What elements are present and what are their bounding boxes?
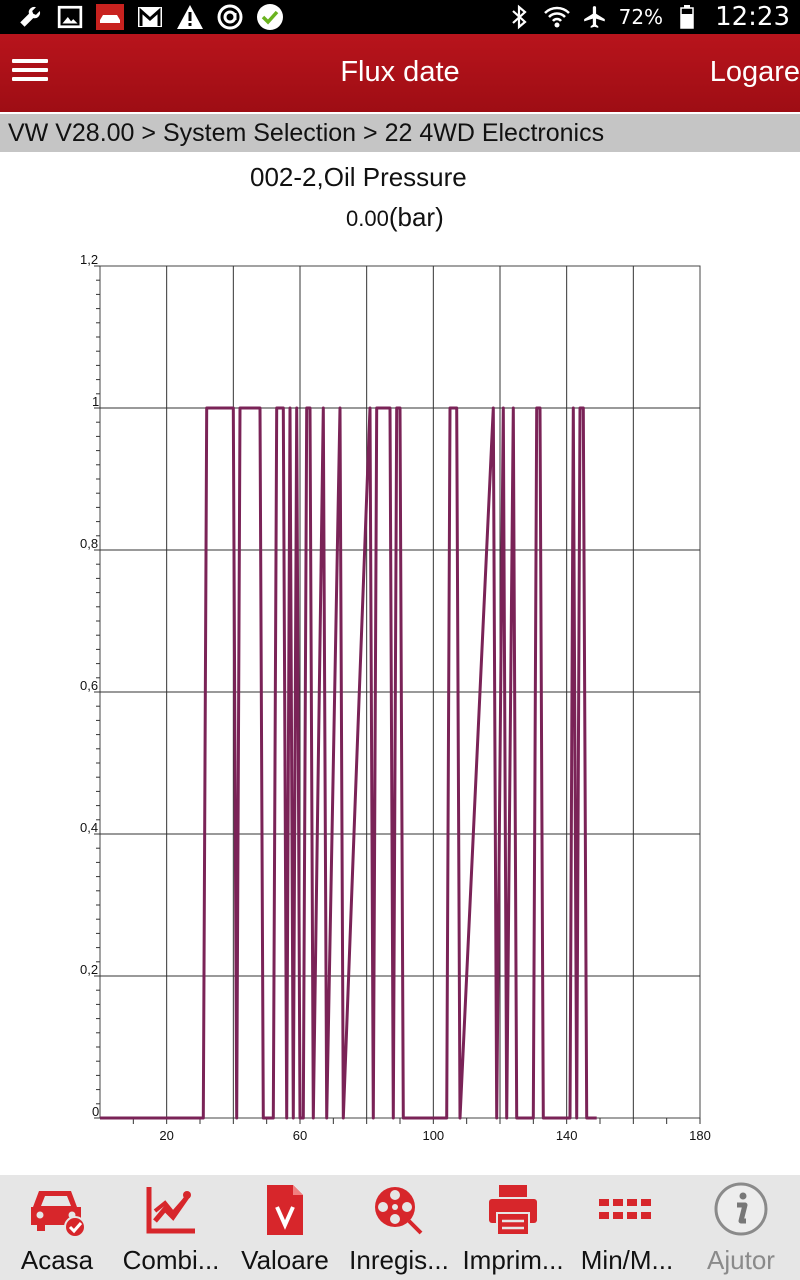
bottom-toolbar: Acasa Combi... Valoare Inregis... <box>0 1175 800 1280</box>
y-tick-label: 0,6 <box>80 678 98 693</box>
toolbar-label-print: Imprim... <box>462 1245 564 1275</box>
check-circle-icon <box>256 3 284 31</box>
status-bar: 72% 12:23 <box>0 0 800 34</box>
gmail-icon <box>136 3 164 31</box>
app-bar: Flux date Logare <box>0 34 800 112</box>
toolbar-label-value: Valoare <box>241 1245 329 1275</box>
series-line <box>100 406 597 1120</box>
wrench-icon <box>16 3 44 31</box>
airplane-mode-icon <box>581 3 609 31</box>
car-home-icon <box>31 1191 86 1238</box>
image-icon <box>56 3 84 31</box>
chart-area: 002-2,Oil Pressure 0.00(bar) 0 0,2 0,4 0,6 0… <box>0 152 800 1172</box>
car-notification-icon <box>96 3 124 31</box>
battery-icon <box>673 3 701 31</box>
toolbar-label-record: Inregis... <box>349 1245 449 1275</box>
page-title: Flux date <box>340 56 460 88</box>
x-tick-label: 60 <box>293 1128 307 1143</box>
x-tick-label: 100 <box>422 1128 444 1143</box>
combined-chart-icon <box>146 1187 195 1234</box>
breadcrumb: VW V28.00 > System Selection > 22 4WD El… <box>0 114 800 152</box>
print-button[interactable]: Imprim... <box>456 1175 570 1280</box>
value-unit: (bar) <box>388 202 444 232</box>
min-max-grid-icon <box>599 1199 651 1219</box>
x-tick-label: 180 <box>689 1128 711 1143</box>
battery-percentage: 72% <box>618 5 664 29</box>
log-button[interactable]: Logare <box>709 56 800 88</box>
y-tick-label: 1,2 <box>80 252 98 267</box>
toolbar-label-home: Acasa <box>20 1245 94 1275</box>
x-tick-label: 20 <box>159 1128 173 1143</box>
current-value-number: 0.00 <box>346 206 389 231</box>
current-value: 0.00(bar) <box>346 202 444 233</box>
at-sign-icon <box>216 3 244 31</box>
wifi-icon <box>543 3 571 31</box>
value-document-icon <box>267 1185 303 1235</box>
hamburger-menu-icon[interactable] <box>12 54 48 90</box>
toolbar-label-min-max: Min/M... <box>580 1245 674 1275</box>
help-button[interactable]: Ajutor <box>684 1175 798 1280</box>
home-button[interactable]: Acasa <box>0 1175 114 1280</box>
bluetooth-icon <box>505 3 533 31</box>
toolbar-label-combined: Combi... <box>122 1245 220 1275</box>
toolbar-label-help: Ajutor <box>707 1245 775 1275</box>
info-help-icon <box>714 1182 768 1236</box>
status-clock: 12:23 <box>715 2 790 32</box>
chart-title: 002-2,Oil Pressure <box>250 162 467 192</box>
y-tick-label: 0,4 <box>80 820 98 835</box>
value-button[interactable]: Valoare <box>228 1175 342 1280</box>
y-tick-label: 0,8 <box>80 536 98 551</box>
printer-icon <box>489 1185 537 1236</box>
y-tick-label: 0 <box>92 1104 99 1119</box>
min-max-button[interactable]: Min/M... <box>570 1175 684 1280</box>
warning-icon <box>176 3 204 31</box>
line-chart: 0 0,2 0,4 0,6 0,8 1 1,2 20 60 100 140 180 <box>80 252 711 1143</box>
y-tick-label: 0,2 <box>80 962 98 977</box>
system-status: 72% 12:23 <box>505 0 790 34</box>
notification-icons <box>16 3 284 31</box>
film-reel-record-icon <box>375 1187 423 1235</box>
combined-button[interactable]: Combi... <box>114 1175 228 1280</box>
record-button[interactable]: Inregis... <box>342 1175 456 1280</box>
x-tick-label: 140 <box>556 1128 578 1143</box>
y-tick-label: 1 <box>92 394 99 409</box>
